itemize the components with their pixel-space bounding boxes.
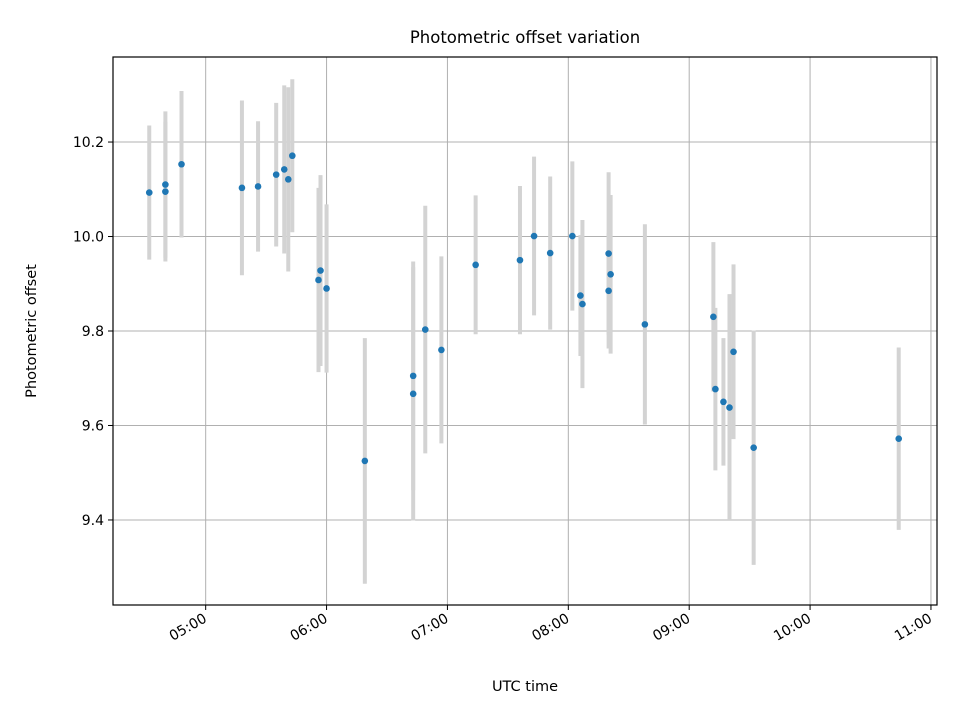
data-point	[726, 404, 733, 411]
y-tick-label: 10.0	[73, 230, 104, 246]
data-point	[710, 313, 717, 321]
data-point	[607, 271, 614, 278]
data-point	[712, 385, 719, 393]
data-point	[409, 372, 417, 380]
data-point	[605, 287, 612, 295]
y-tick-label: 9.8	[82, 324, 104, 340]
data-point	[516, 256, 524, 264]
data-point	[438, 346, 445, 354]
data-point	[569, 232, 576, 240]
data-point	[315, 276, 322, 284]
data-point	[317, 267, 324, 274]
data-point	[284, 176, 292, 183]
data-point	[720, 398, 727, 406]
data-point	[409, 390, 417, 398]
y-axis-label: Photometric offset	[24, 264, 40, 398]
data-point	[178, 160, 185, 168]
data-point	[546, 249, 554, 257]
chart-title: Photometric offset variation	[410, 28, 640, 47]
data-point	[577, 292, 584, 299]
data-point	[750, 444, 757, 451]
data-point	[289, 152, 296, 160]
data-point	[895, 435, 903, 443]
data-point	[730, 348, 737, 356]
data-point	[579, 300, 586, 308]
x-axis-label: UTC time	[492, 679, 558, 695]
data-point	[162, 188, 169, 195]
data-point	[238, 184, 246, 192]
data-point	[145, 189, 153, 196]
data-point	[472, 261, 479, 269]
y-tick-label: 10.2	[73, 135, 104, 151]
data-point	[162, 181, 169, 188]
y-tick-label: 9.4	[82, 513, 104, 529]
data-points	[145, 152, 903, 465]
data-point	[323, 285, 330, 292]
data-point	[421, 326, 429, 333]
grid	[113, 57, 937, 605]
data-point	[641, 321, 649, 328]
data-point	[530, 232, 538, 240]
data-point	[272, 171, 280, 178]
data-point	[254, 183, 262, 190]
data-point	[605, 250, 612, 257]
data-point	[280, 166, 288, 173]
y-axis: 9.4 9.6 9.8 10.0 10.2	[73, 135, 113, 529]
y-tick-label: 9.6	[82, 418, 104, 434]
data-point	[361, 457, 369, 465]
